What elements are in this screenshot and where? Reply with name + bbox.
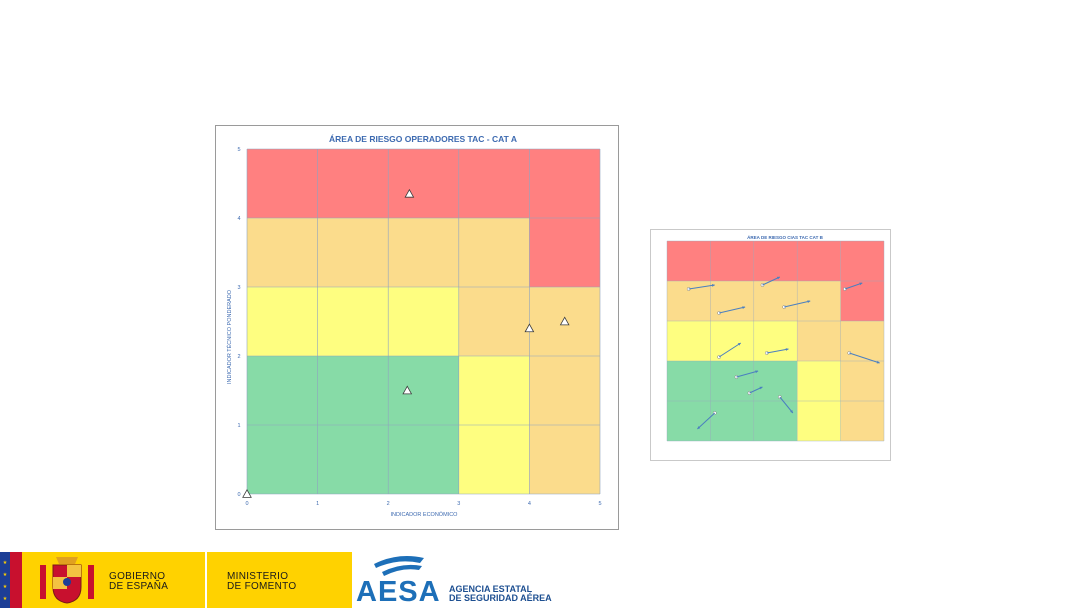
aesa-wing-logo-icon [374, 556, 424, 576]
data-point-triangle [402, 385, 413, 395]
mini-trend-arrow [849, 352, 880, 364]
mini-trend-arrow [718, 342, 742, 358]
mini-trend-arrow [784, 300, 811, 308]
mini-arrow-head [859, 282, 863, 286]
y-tick-label: 0 [237, 492, 240, 498]
svg-text:★: ★ [3, 584, 8, 590]
mini-trend-arrow [762, 276, 781, 286]
y-tick-label: 5 [237, 147, 240, 153]
x-tick-label: 1 [316, 501, 319, 507]
mini-arrow-head [776, 276, 780, 280]
spain-coat-of-arms-icon [40, 557, 94, 604]
x-tick-label: 5 [598, 501, 601, 507]
data-point-triangle [242, 488, 252, 498]
mini-trend-arrow [718, 306, 746, 314]
mini-arrow-head [759, 386, 763, 390]
mini-point-start [847, 351, 852, 355]
mini-arrow-head [876, 360, 880, 364]
mini-risk-zone-yellow [667, 321, 798, 361]
y-tick-label: 3 [237, 285, 240, 291]
data-point-triangle [559, 316, 570, 326]
mini-arrow-head [755, 370, 759, 374]
ministerio-de-fomento-text: MINISTERIO DE FOMENTO [227, 571, 297, 592]
aesa-logo-text: AESA [356, 576, 441, 608]
risk-chart-cat-a-svg: 0 1 2 3 4 5 0 1 2 3 4 5 ÁREA DE RIESGO OPERADORES T… [226, 134, 602, 518]
mini-arrow-head [697, 426, 701, 429]
footer-logos: ★ ★ ★ ★ GOBIERNO DE ESPAÑA MINISTERIO DE… [0, 552, 1080, 608]
mini-arrow-head [790, 410, 793, 413]
aesa-agency-name: AGENCIA ESTATAL DE SEGURIDAD AÉREA [449, 584, 552, 603]
mini-trend-arrow [766, 348, 789, 354]
risk-chart-cat-b-thumbnail: ÁREA DE RIESGO CIAS TAC CAT B [650, 229, 891, 461]
data-point-triangle [404, 188, 415, 198]
y-tick-label: 2 [237, 354, 240, 360]
government-banner: ★ ★ ★ ★ GOBIERNO DE ESPAÑA MINISTERIO DE… [0, 552, 352, 608]
mini-arrow-head [785, 348, 789, 351]
x-tick-label: 0 [245, 501, 248, 507]
mini-chart-title: ÁREA DE RIESGO CIAS TAC CAT B [747, 234, 823, 240]
y-tick-label: 1 [237, 423, 240, 429]
x-tick-label: 3 [457, 501, 460, 507]
svg-text:★: ★ [3, 572, 8, 578]
eu-flag-icon: ★ ★ ★ ★ [0, 552, 10, 608]
mini-arrow-head [807, 300, 811, 303]
mini-arrow-head [742, 306, 746, 309]
x-tick-label: 2 [387, 501, 390, 507]
risk-zone-yellow [247, 287, 459, 356]
chart-title: ÁREA DE RIESGO OPERADORES TAC - CAT A [329, 134, 517, 144]
x-axis-label: INDICADOR ECONÓMICO [391, 511, 459, 518]
mini-trend-arrow [688, 284, 715, 290]
y-axis-label: INDICADOR TÉCNICO PONDERADO [226, 289, 233, 384]
x-tick-label: 4 [528, 501, 531, 507]
svg-text:★: ★ [3, 560, 8, 566]
risk-chart-cat-a: 0 1 2 3 4 5 0 1 2 3 4 5 ÁREA DE RIESGO OPERADORES T… [215, 125, 619, 530]
risk-chart-cat-b-svg: ÁREA DE RIESGO CIAS TAC CAT B [666, 234, 885, 442]
y-tick-label: 4 [237, 216, 240, 222]
spain-flag-stripe [10, 552, 22, 608]
mini-arrow-head [711, 283, 715, 287]
svg-text:★: ★ [3, 596, 8, 602]
banner-divider [205, 552, 207, 608]
gobierno-de-espana-text: GOBIERNO DE ESPAÑA [109, 571, 169, 592]
mini-trend-arrow [736, 370, 759, 378]
data-point-triangle [524, 323, 535, 333]
mini-trend-arrow [779, 396, 794, 414]
mini-trend-arrow [844, 282, 863, 290]
mini-trend-arrow [697, 412, 716, 430]
mini-arrow-head [737, 343, 741, 346]
